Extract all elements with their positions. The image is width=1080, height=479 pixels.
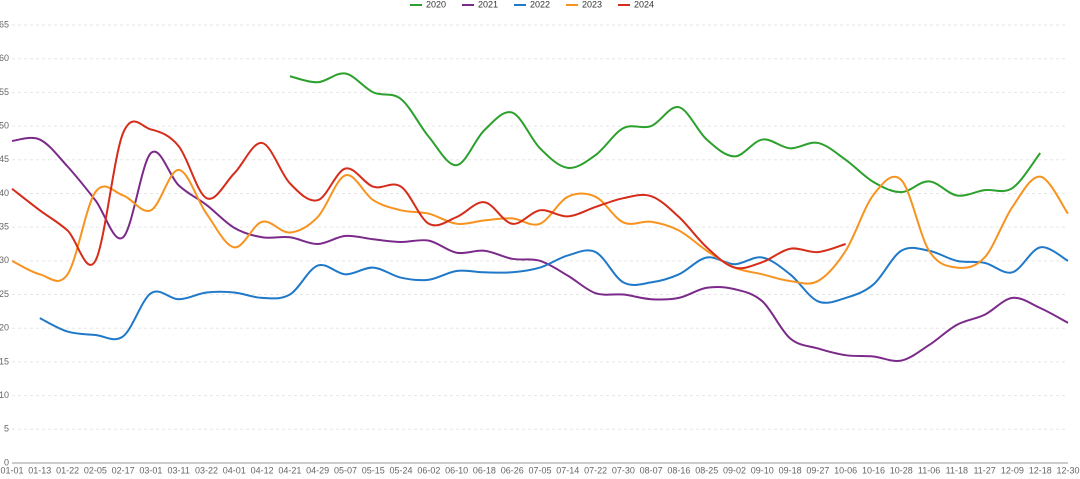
x-tick-label: 06-02 (417, 465, 440, 475)
y-tick-label: 40 (0, 188, 9, 198)
x-tick-label: 12-09 (1001, 465, 1024, 475)
legend-label: 2020 (426, 0, 446, 9)
x-tick-label: 07-05 (528, 465, 551, 475)
x-tick-label: 06-10 (445, 465, 468, 475)
y-tick-label: 20 (0, 323, 9, 333)
x-tick-label: 12-18 (1029, 465, 1052, 475)
y-tick-label: 0 (4, 457, 9, 467)
x-tick-label: 01-13 (28, 465, 51, 475)
x-tick-label: 09-27 (806, 465, 829, 475)
x-tick-label: 01-22 (56, 465, 79, 475)
y-tick-label: 15 (0, 356, 9, 366)
x-tick-label: 08-16 (667, 465, 690, 475)
x-tick-label: 04-21 (278, 465, 301, 475)
x-tick-label: 03-22 (195, 465, 218, 475)
series-line (11, 168, 1069, 285)
x-tick-label: 09-10 (751, 465, 774, 475)
x-tick-label: 07-30 (612, 465, 635, 475)
series-line (39, 246, 1069, 341)
x-tick-label: 08-25 (695, 465, 718, 475)
x-tick-label: 07-22 (584, 465, 607, 475)
x-tick-label: 10-16 (862, 465, 885, 475)
x-tick-label: 04-29 (306, 465, 329, 475)
x-tick-label: 04-01 (223, 465, 246, 475)
y-tick-label: 35 (0, 222, 9, 232)
series-line (289, 72, 1042, 197)
x-tick-label: 05-15 (362, 465, 385, 475)
x-tick-label: 05-24 (390, 465, 413, 475)
x-tick-label: 12-30 (1056, 465, 1079, 475)
y-tick-label: 5 (4, 424, 9, 434)
y-tick-label: 60 (0, 53, 9, 63)
x-tick-label: 02-17 (112, 465, 135, 475)
x-tick-label: 04-12 (251, 465, 274, 475)
y-tick-label: 55 (0, 87, 9, 97)
y-tick-label: 30 (0, 255, 9, 265)
x-tick-label: 10-28 (890, 465, 913, 475)
legend-label: 2022 (530, 0, 550, 9)
x-tick-label: 11-27 (973, 465, 995, 475)
x-tick-label: 06-18 (473, 465, 496, 475)
x-tick-label: 08-07 (640, 465, 663, 475)
legend-label: 2024 (634, 0, 654, 9)
x-tick-label: 11-18 (946, 465, 968, 475)
y-tick-label: 50 (0, 120, 9, 130)
series-line (11, 136, 1069, 362)
x-tick-label: 05-07 (334, 465, 357, 475)
x-tick-label: 06-26 (501, 465, 524, 475)
x-tick-label: 09-18 (779, 465, 802, 475)
x-tick-label: 03-01 (139, 465, 162, 475)
y-tick-label: 45 (0, 154, 9, 164)
x-tick-label: 10-06 (834, 465, 857, 475)
x-tick-label: 01-01 (0, 465, 23, 475)
series-line (11, 120, 846, 270)
y-tick-label: 10 (0, 390, 9, 400)
y-tick-label: 25 (0, 289, 9, 299)
x-tick-label: 07-14 (556, 465, 579, 475)
y-tick-label: 65 (0, 19, 9, 29)
x-tick-label: 09-02 (723, 465, 746, 475)
x-tick-label: 11-06 (918, 465, 940, 475)
x-tick-label: 03-11 (168, 465, 190, 475)
legend-label: 2021 (478, 0, 498, 9)
legend-label: 2023 (582, 0, 602, 9)
x-tick-label: 02-05 (84, 465, 107, 475)
